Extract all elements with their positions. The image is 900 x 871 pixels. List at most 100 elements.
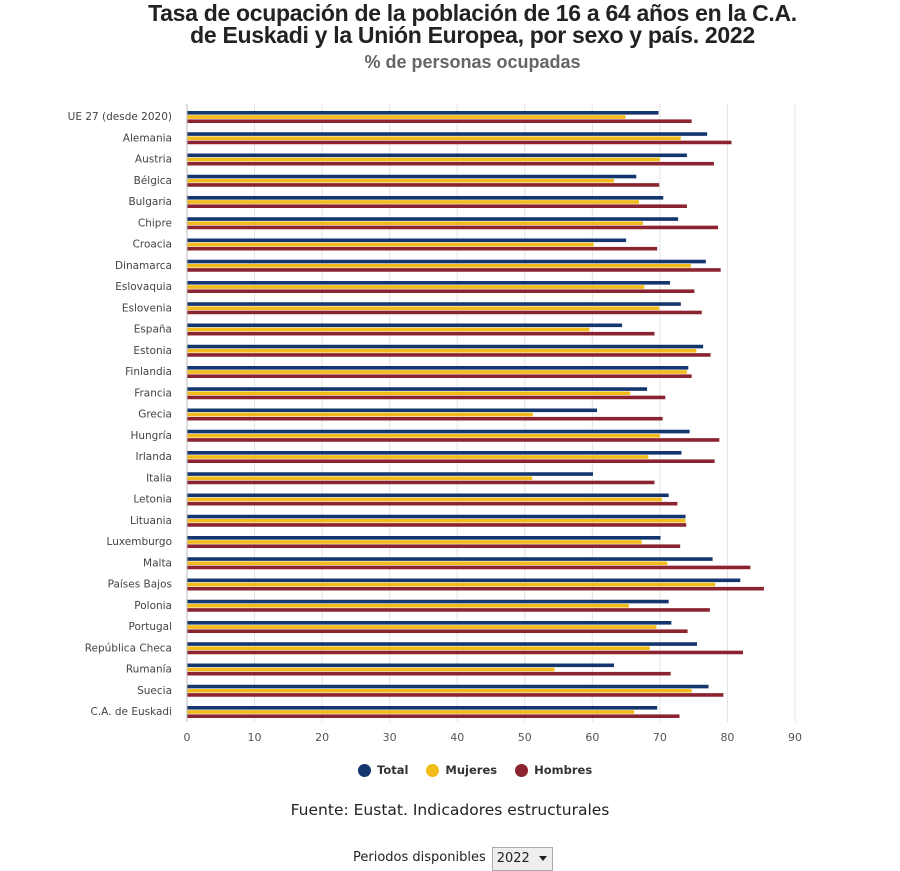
bar-mujeres bbox=[187, 115, 626, 119]
bar-total bbox=[187, 281, 671, 285]
bar-mujeres bbox=[187, 391, 631, 396]
bar-mujeres bbox=[187, 476, 533, 481]
bar-hombres bbox=[187, 586, 764, 591]
x-tick-label: 70 bbox=[653, 731, 667, 744]
bar-hombres bbox=[187, 629, 688, 633]
category-label: Austria bbox=[135, 154, 172, 166]
category-label: Grecia bbox=[138, 409, 172, 421]
x-tick-label: 30 bbox=[383, 731, 397, 744]
period-selector: Periodos disponibles 2022 bbox=[353, 843, 553, 871]
legend-hombres-marker-icon bbox=[515, 763, 529, 777]
category-label: Suecia bbox=[137, 685, 172, 697]
category-label: Hungría bbox=[130, 430, 172, 442]
bar-total bbox=[187, 621, 672, 625]
bar-mujeres bbox=[187, 136, 681, 141]
bar-mujeres bbox=[187, 497, 662, 502]
bar-mujeres bbox=[187, 157, 660, 162]
bar-hombres bbox=[187, 119, 692, 123]
bar-chart: 0 10 20 30 40 50 60 70 80 90 UE 27 (desde 2020) Ale… bbox=[68, 104, 802, 744]
bar-total bbox=[187, 387, 648, 391]
period-selector-label: Periodos disponibles bbox=[353, 849, 486, 865]
bar-total bbox=[187, 238, 627, 243]
bar-mujeres bbox=[187, 370, 687, 374]
bar-total bbox=[187, 472, 594, 476]
category-label: Finlandia bbox=[125, 366, 172, 378]
category-label: Luxemburgo bbox=[107, 536, 172, 548]
category-label: Letonia bbox=[133, 494, 172, 506]
bar-total bbox=[187, 451, 682, 455]
bar-hombres bbox=[187, 374, 692, 378]
x-tick-label: 60 bbox=[585, 731, 599, 744]
legend-item-hombres[interactable]: Hombres bbox=[515, 763, 592, 777]
bar-mujeres bbox=[187, 263, 691, 268]
bar-total bbox=[187, 366, 689, 370]
x-tick-label: 90 bbox=[788, 731, 802, 744]
legend-hombres-label: Hombres bbox=[534, 763, 593, 777]
bar-total bbox=[187, 642, 698, 646]
bar-total bbox=[187, 302, 681, 306]
bar-hombres bbox=[187, 353, 711, 357]
category-label: Portugal bbox=[129, 621, 173, 633]
bar-hombres bbox=[187, 544, 681, 548]
bar-mujeres bbox=[187, 285, 645, 289]
category-label: Lituania bbox=[130, 515, 172, 527]
bar-mujeres bbox=[187, 327, 590, 332]
bar-mujeres bbox=[187, 518, 686, 523]
bar-total bbox=[187, 323, 623, 328]
chart-subtitle: % de personas ocupadas bbox=[364, 52, 581, 72]
period-dropdown-value: 2022 bbox=[496, 851, 530, 866]
bar-hombres bbox=[187, 289, 695, 293]
bar-hombres bbox=[187, 416, 663, 421]
bar-hombres bbox=[187, 714, 680, 718]
bar-total bbox=[187, 344, 704, 349]
legend-mujeres-marker-icon bbox=[426, 763, 440, 777]
bar-hombres bbox=[187, 523, 687, 527]
bar-hombres bbox=[187, 438, 720, 442]
legend-item-total[interactable]: Total bbox=[358, 763, 408, 777]
bar-mujeres bbox=[187, 242, 594, 247]
bar-total bbox=[187, 663, 614, 668]
bar-hombres bbox=[187, 204, 687, 208]
bar-total bbox=[187, 493, 669, 498]
bar-mujeres bbox=[187, 603, 629, 608]
bar-total bbox=[187, 578, 741, 583]
category-label: Estonia bbox=[133, 345, 172, 357]
period-dropdown[interactable]: 2022 bbox=[491, 847, 553, 871]
bar-hombres bbox=[187, 310, 702, 315]
x-tick-label: 20 bbox=[315, 731, 329, 744]
bar-total bbox=[187, 557, 713, 561]
legend-total-marker-icon bbox=[358, 763, 371, 777]
bar-hombres bbox=[187, 331, 655, 336]
x-tick-label: 0 bbox=[184, 731, 191, 744]
bar-total bbox=[187, 429, 690, 434]
bar-total bbox=[187, 706, 658, 710]
bar-hombres bbox=[187, 501, 678, 506]
bar-mujeres bbox=[187, 348, 697, 353]
bar-hombres bbox=[187, 459, 715, 463]
category-label: Polonia bbox=[134, 600, 172, 612]
bar-mujeres bbox=[187, 178, 614, 183]
legend-item-mujeres[interactable]: Mujeres bbox=[426, 763, 497, 777]
bar-hombres bbox=[187, 565, 751, 570]
bar-mujeres bbox=[187, 625, 657, 629]
chart-title-line-2: de Euskadi y la Unión Europea, por sexo … bbox=[190, 22, 755, 48]
bar-mujeres bbox=[187, 646, 650, 651]
category-label: Eslovenia bbox=[122, 302, 172, 314]
chart-title-line-1: Tasa de ocupación de la población de 16 … bbox=[148, 0, 797, 26]
bar-mujeres bbox=[187, 667, 555, 672]
bar-total bbox=[187, 514, 686, 519]
category-label: C.A. de Euskadi bbox=[91, 706, 172, 718]
bar-mujeres bbox=[187, 455, 649, 459]
category-label: Malta bbox=[143, 557, 172, 569]
category-label: Bulgaria bbox=[128, 196, 172, 208]
category-label: Chipre bbox=[138, 217, 172, 229]
category-label: Irlanda bbox=[135, 451, 172, 463]
bar-hombres bbox=[187, 480, 655, 485]
bar-hombres bbox=[187, 693, 724, 697]
chevron-down-icon bbox=[538, 856, 547, 861]
category-label: España bbox=[134, 324, 172, 336]
category-label: Bélgica bbox=[134, 175, 172, 187]
bar-hombres bbox=[187, 246, 658, 251]
category-label: UE 27 (desde 2020) bbox=[68, 111, 172, 123]
bar-mujeres bbox=[187, 688, 692, 693]
